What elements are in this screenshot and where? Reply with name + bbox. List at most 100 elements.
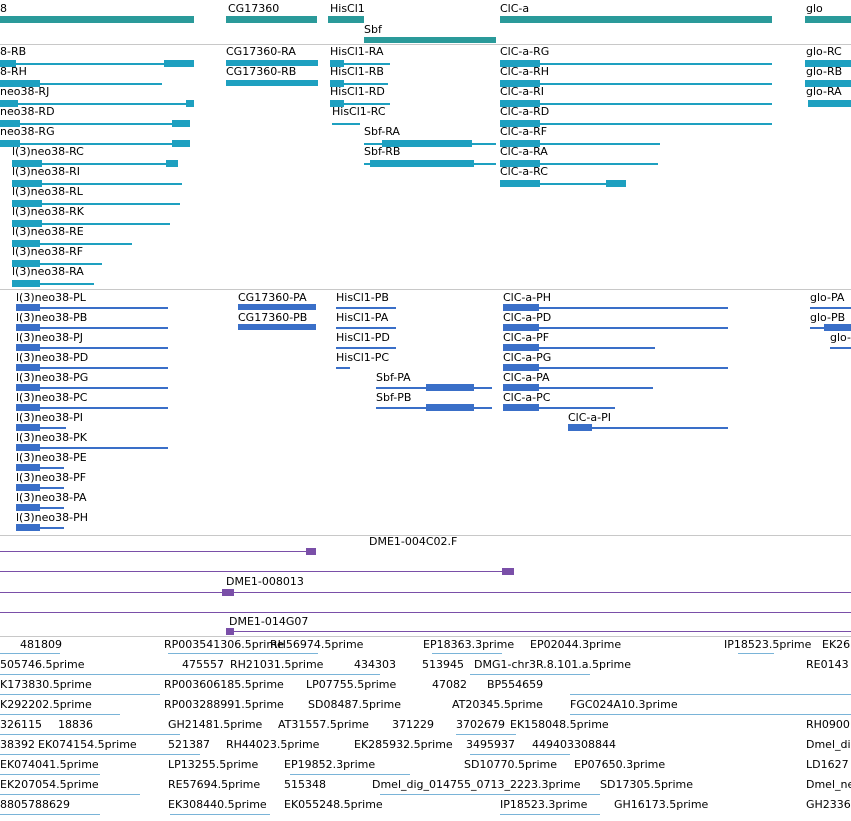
est-label[interactable]: RH21031.5prime	[230, 658, 324, 671]
est-feature[interactable]	[0, 674, 380, 675]
est-label[interactable]: EK074041.5prime	[0, 758, 99, 771]
transcript-label[interactable]: l(3)neo38-RC	[12, 145, 84, 158]
est-label[interactable]: 513945	[422, 658, 464, 671]
exon-block[interactable]	[805, 80, 851, 87]
protein-label[interactable]: l(3)neo38-PC	[16, 391, 88, 404]
transcript-line[interactable]	[0, 143, 190, 145]
clone-label[interactable]: DME1-014G07	[229, 615, 309, 628]
gene-feature[interactable]	[805, 16, 851, 23]
transcript-label[interactable]: Sbf-RB	[364, 145, 401, 158]
transcript-label[interactable]: ClC-a-RI	[500, 85, 544, 98]
transcript-line[interactable]	[12, 283, 94, 285]
est-label[interactable]: BP554659	[487, 678, 544, 691]
est-label[interactable]: 3702679	[456, 718, 505, 731]
est-label[interactable]: 371229	[392, 718, 434, 731]
clone-feature[interactable]	[0, 551, 310, 552]
exon-block[interactable]	[808, 100, 851, 107]
transcript-label[interactable]: HisCl1-RD	[330, 85, 385, 98]
est-label[interactable]: 449403308844	[532, 738, 616, 751]
protein-label[interactable]: ClC-a-PG	[503, 351, 552, 364]
est-label[interactable]: RP003606185.5prime	[164, 678, 284, 691]
clone-feature[interactable]	[226, 631, 851, 632]
transcript-label[interactable]: ClC-a-RA	[500, 145, 548, 158]
transcript-line[interactable]	[500, 123, 772, 125]
transcript-label[interactable]: HisCl1-RB	[330, 65, 384, 78]
est-feature[interactable]	[470, 754, 570, 755]
transcript-line[interactable]	[12, 163, 178, 165]
est-label[interactable]: EK074154.5prime	[38, 738, 137, 751]
est-label[interactable]: 47082	[432, 678, 467, 691]
protein-line[interactable]	[16, 387, 168, 389]
est-label[interactable]: DMG1-chr3R.8.101.a.5prime	[474, 658, 632, 671]
protein-line[interactable]	[16, 367, 168, 369]
est-label[interactable]: Dmel_dig_014755_0713_2223.3prime	[372, 778, 581, 791]
transcript-line[interactable]	[500, 163, 658, 165]
protein-line[interactable]	[830, 347, 851, 349]
protein-label[interactable]: ClC-a-PD	[503, 311, 552, 324]
protein-label[interactable]: l(3)neo38-PF	[16, 471, 87, 484]
est-label[interactable]: RP003541306.5prime	[164, 638, 284, 651]
est-label[interactable]: EK158048.5prime	[510, 718, 609, 731]
est-label[interactable]: 18836	[58, 718, 93, 731]
protein-label[interactable]: l(3)neo38-PJ	[16, 331, 83, 344]
est-feature[interactable]	[290, 774, 410, 775]
gene-feature[interactable]	[328, 16, 364, 23]
est-label[interactable]: RE57694.5prime	[168, 778, 261, 791]
transcript-label[interactable]: l(3)neo38-RK	[12, 205, 84, 218]
protein-label[interactable]: CG17360-PB	[238, 311, 308, 324]
protein-line[interactable]	[16, 487, 64, 489]
est-feature[interactable]	[0, 694, 160, 695]
est-label[interactable]: GH21481.5prime	[168, 718, 263, 731]
est-label[interactable]: EP07650.3prime	[574, 758, 666, 771]
est-feature[interactable]	[470, 674, 590, 675]
est-label[interactable]: SD10770.5prime	[464, 758, 557, 771]
protein-line[interactable]	[16, 307, 168, 309]
gene-feature[interactable]	[226, 16, 317, 23]
est-label[interactable]: AT31557.5prime	[278, 718, 369, 731]
transcript-label[interactable]: l(3)neo38-RE	[12, 225, 84, 238]
est-label[interactable]: SD17305.5prime	[600, 778, 693, 791]
est-label[interactable]: LP07755.5prime	[306, 678, 397, 691]
transcript-line[interactable]	[500, 83, 772, 85]
transcript-label[interactable]: neo38-RG	[0, 125, 55, 138]
gene-feature[interactable]	[364, 37, 496, 43]
gene-label[interactable]: HisCl1	[330, 2, 365, 15]
protein-label[interactable]: ClC-a-PF	[503, 331, 550, 344]
est-label[interactable]: GH16173.5prime	[614, 798, 709, 811]
est-label[interactable]: EK207054.5prime	[0, 778, 99, 791]
protein-label[interactable]: Sbf-PA	[376, 371, 411, 384]
protein-label[interactable]: l(3)neo38-PH	[16, 511, 88, 524]
protein-label[interactable]: l(3)neo38-PG	[16, 371, 89, 384]
clone-feature[interactable]	[0, 571, 510, 572]
est-feature[interactable]	[380, 794, 600, 795]
clone-feature[interactable]	[0, 612, 851, 613]
est-label[interactable]: 515348	[284, 778, 326, 791]
protein-label[interactable]: ClC-a-PH	[503, 291, 552, 304]
protein-label[interactable]: l(3)neo38-PL	[16, 291, 86, 304]
est-label[interactable]: FGC024A10.3prime	[570, 698, 678, 711]
protein-label[interactable]: CG17360-PA	[238, 291, 307, 304]
clone-label[interactable]: DME1-008013	[226, 575, 304, 588]
transcript-line[interactable]	[12, 243, 132, 245]
transcript-line[interactable]	[330, 63, 390, 65]
est-label[interactable]: Dmel_di	[806, 738, 851, 751]
gene-feature[interactable]	[500, 16, 772, 23]
transcript-line[interactable]	[12, 223, 170, 225]
est-feature[interactable]	[432, 653, 502, 654]
transcript-label[interactable]: glo-RB	[806, 65, 843, 78]
protein-label[interactable]: l(3)neo38-PE	[16, 451, 87, 464]
protein-line[interactable]	[336, 307, 396, 309]
transcript-line[interactable]	[12, 183, 182, 185]
transcript-label[interactable]: 8-RH	[0, 65, 27, 78]
est-label[interactable]: AT20345.5prime	[452, 698, 543, 711]
protein-line[interactable]	[503, 327, 728, 329]
transcript-label[interactable]: l(3)neo38-RL	[12, 185, 83, 198]
protein-label[interactable]: HisCl1-PC	[336, 351, 390, 364]
clone-feature[interactable]	[0, 592, 851, 593]
protein-label[interactable]: glo-	[830, 331, 851, 344]
protein-line[interactable]	[16, 347, 168, 349]
transcript-label[interactable]: l(3)neo38-RF	[12, 245, 84, 258]
transcript-label[interactable]: 8-RB	[0, 45, 27, 58]
est-feature[interactable]	[738, 653, 774, 654]
est-label[interactable]: EP19852.3prime	[284, 758, 376, 771]
